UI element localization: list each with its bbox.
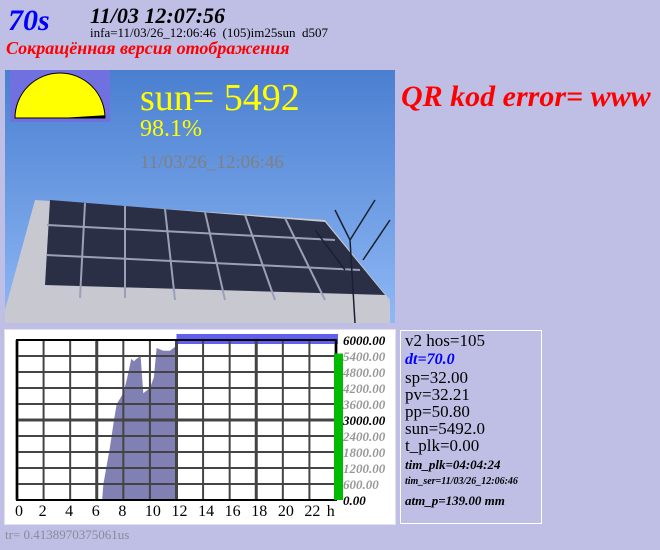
- x-tick-label: 22: [304, 503, 320, 520]
- sun-chart-svg: 0 2 4 6 8 10 12 14 16 18 20 22 h 0.00600.001200.00180…: [15, 333, 386, 520]
- x-tick-label: 10: [145, 503, 161, 520]
- y-tick-label: 4200.00: [342, 381, 386, 396]
- x-tick-label: 12: [172, 503, 188, 520]
- info-line: sp=32.00: [405, 368, 468, 387]
- info-line: v2 hos=105: [405, 331, 485, 350]
- info-line: infa=11/03/26_12:06:46 (105)im25sun d507: [90, 25, 328, 40]
- y-tick-label: 4800.00: [342, 365, 386, 380]
- info-line: tim_plk=04:04:24: [405, 457, 501, 472]
- info-line: sun=5492.0: [405, 419, 485, 438]
- x-tick-label: 0: [15, 503, 23, 520]
- y-tick-label: 3000.00: [342, 413, 386, 428]
- y-tick-label: 1800.00: [343, 445, 386, 460]
- short-version-link[interactable]: Сокращённая версия отображения: [6, 38, 290, 58]
- photo-timestamp: 11/03/26_12:06:46: [140, 152, 284, 173]
- current-value-bar: [334, 353, 343, 500]
- sun-value: sun= 5492: [140, 77, 300, 119]
- info-line: atm_p=139.00 mm: [405, 493, 505, 508]
- info-line: tim_ser=11/03/26_12:06:46: [405, 476, 518, 487]
- info-line: pv=32.21: [405, 385, 470, 404]
- y-tick-label: 3600.00: [342, 397, 386, 412]
- qr-error-message: QR kod error= www: [401, 80, 651, 113]
- x-tick-label: 2: [39, 503, 47, 520]
- x-tick-label: 4: [65, 503, 73, 520]
- x-tick-label: 20: [278, 503, 294, 520]
- y-tick-label: 6000.00: [343, 333, 386, 348]
- timing-footer: tr= 0.4138970375061us: [5, 527, 130, 542]
- solar-panel-photo: [5, 70, 395, 323]
- x-axis-label: h: [327, 503, 335, 520]
- sun-area-series: [102, 346, 176, 500]
- current-datetime: 11/03 12:07:56: [90, 3, 226, 28]
- x-tick-label: 18: [251, 503, 267, 520]
- y-tick-label: 5400.00: [343, 349, 386, 364]
- info-panel: v2 hos=105 dt=70.0 sp=32.00 pv=32.21 pp=50.8…: [400, 330, 542, 524]
- x-tick-label: 6: [92, 503, 100, 520]
- y-tick-label: 2400.00: [342, 429, 386, 444]
- x-tick-label: 8: [118, 503, 126, 520]
- info-line: dt=70.0: [405, 351, 455, 368]
- info-line: t_plk=0.00: [405, 436, 480, 455]
- x-tick-label: 16: [225, 503, 241, 520]
- y-tick-label: 0.00: [343, 493, 366, 508]
- y-tick-label: 600.00: [343, 477, 379, 492]
- x-tick-label: 14: [198, 503, 214, 520]
- sun-gauge-icon: [14, 72, 106, 119]
- interval-label: 70s: [8, 4, 50, 37]
- sun-percent: 98.1%: [140, 116, 202, 142]
- y-tick-label: 1200.00: [343, 461, 386, 476]
- info-line: pp=50.80: [405, 402, 470, 421]
- sun-chart: 0 2 4 6 8 10 12 14 16 18 20 22 h 0.00 600.00 1200.00 180…: [4, 329, 396, 525]
